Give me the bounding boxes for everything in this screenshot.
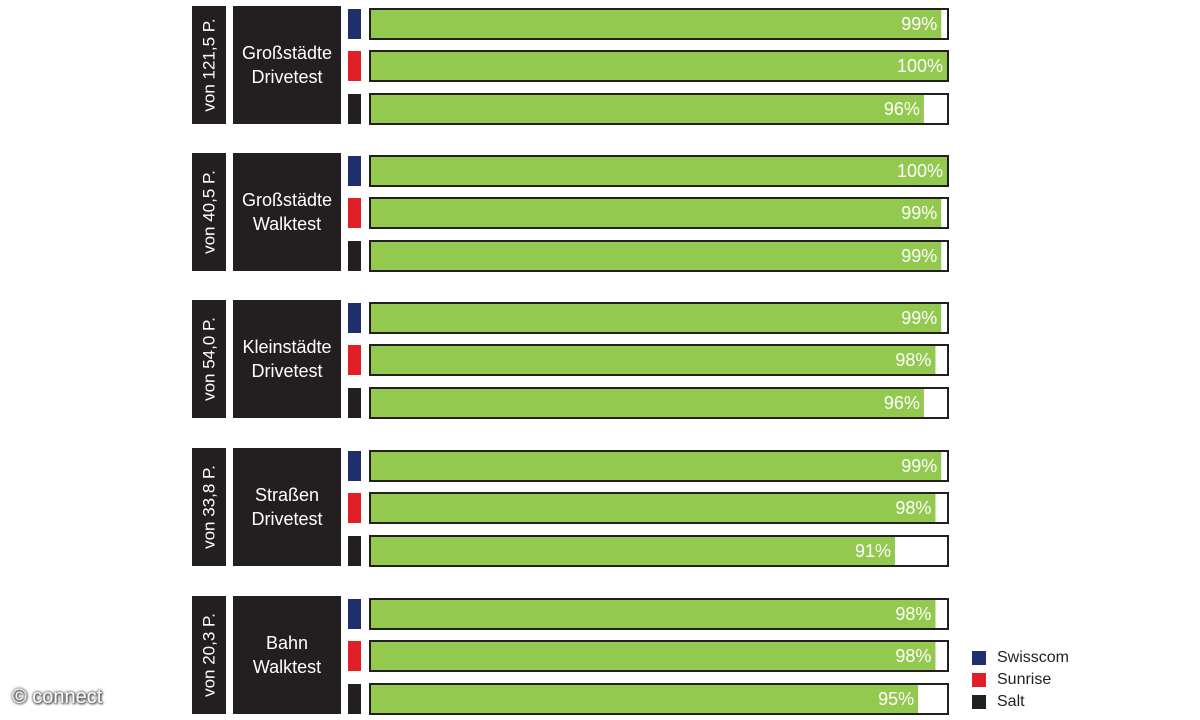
- category-label: Drivetest: [251, 361, 322, 381]
- operator-marker-swisscom: [348, 599, 361, 629]
- bar-value-label: 99%: [901, 456, 937, 476]
- bar-sunrise: [371, 199, 942, 227]
- bar-value-label: 96%: [884, 99, 920, 119]
- legend-item-salt: Salt: [972, 691, 1069, 713]
- legend-item-sunrise: Sunrise: [972, 669, 1069, 691]
- category-label: Straßen: [255, 485, 319, 505]
- operator-marker-swisscom: [348, 451, 361, 481]
- points-box: [192, 596, 226, 714]
- category-label: Drivetest: [251, 509, 322, 529]
- operator-marker-salt: [348, 94, 361, 124]
- bar-sunrise: [371, 346, 936, 374]
- bar-value-label: 91%: [855, 541, 891, 561]
- category-box: [233, 448, 341, 566]
- category-label: Kleinstädte: [242, 337, 331, 357]
- bar-value-label: 99%: [901, 203, 937, 223]
- bar-swisscom: [371, 304, 942, 332]
- category-box: [233, 300, 341, 418]
- bar-salt: [371, 242, 942, 270]
- legend-label-swisscom: Swisscom: [997, 649, 1070, 666]
- category-label: Großstädte: [242, 190, 332, 210]
- category-box: [233, 153, 341, 271]
- watermark: © connect: [12, 686, 103, 708]
- bar-value-label: 99%: [901, 308, 937, 328]
- category-label: Großstädte: [242, 43, 332, 63]
- operator-marker-swisscom: [348, 156, 361, 186]
- category-label: Walktest: [253, 214, 321, 234]
- bar-salt: [371, 95, 924, 123]
- bar-value-label: 99%: [901, 246, 937, 266]
- category-box: [233, 596, 341, 714]
- bar-sunrise: [371, 642, 936, 670]
- points-label: von 121,5 P.: [200, 18, 219, 111]
- operator-marker-salt: [348, 536, 361, 566]
- category-label: Walktest: [253, 657, 321, 677]
- operator-marker-swisscom: [348, 9, 361, 39]
- bar-salt: [371, 537, 895, 565]
- bar-value-label: 98%: [895, 604, 931, 624]
- bar-value-label: 98%: [895, 498, 931, 518]
- points-label: von 40,5 P.: [200, 170, 219, 254]
- bar-value-label: 96%: [884, 393, 920, 413]
- operator-marker-sunrise: [348, 51, 361, 81]
- operator-marker-salt: [348, 388, 361, 418]
- bar-value-label: 100%: [897, 56, 943, 76]
- legend: Swisscom Sunrise Salt: [972, 647, 1069, 713]
- operator-marker-salt: [348, 684, 361, 714]
- points-box: [192, 6, 226, 124]
- bar-swisscom: [371, 600, 936, 628]
- bar-sunrise: [371, 494, 936, 522]
- bar-value-label: 98%: [895, 646, 931, 666]
- bar-swisscom: [371, 10, 942, 38]
- legend-swatch-swisscom: [972, 651, 986, 665]
- operator-marker-sunrise: [348, 198, 361, 228]
- category-box: [233, 6, 341, 124]
- points-box: [192, 448, 226, 566]
- category-label: Bahn: [266, 633, 308, 653]
- bar-salt: [371, 685, 919, 713]
- bar-swisscom: [371, 452, 942, 480]
- bar-value-label: 99%: [901, 14, 937, 34]
- bar-sunrise: [371, 52, 947, 80]
- bar-value-label: 95%: [878, 689, 914, 709]
- legend-swatch-sunrise: [972, 673, 986, 687]
- bar-salt: [371, 389, 924, 417]
- legend-swatch-salt: [972, 695, 986, 709]
- operator-marker-swisscom: [348, 303, 361, 333]
- operator-marker-sunrise: [348, 493, 361, 523]
- bar-swisscom: [371, 157, 947, 185]
- operator-marker-sunrise: [348, 641, 361, 671]
- category-label: Drivetest: [251, 67, 322, 87]
- points-box: [192, 153, 226, 271]
- operator-marker-salt: [348, 241, 361, 271]
- legend-label-salt: Salt: [997, 693, 1025, 710]
- points-box: [192, 300, 226, 418]
- legend-label-sunrise: Sunrise: [997, 671, 1052, 688]
- operator-marker-sunrise: [348, 345, 361, 375]
- points-label: von 33,8 P.: [200, 465, 219, 549]
- points-label: von 54,0 P.: [200, 317, 219, 401]
- bar-value-label: 98%: [895, 350, 931, 370]
- points-label: von 20,3 P.: [200, 613, 219, 697]
- legend-item-swisscom: Swisscom: [972, 647, 1069, 669]
- bar-value-label: 100%: [897, 161, 943, 181]
